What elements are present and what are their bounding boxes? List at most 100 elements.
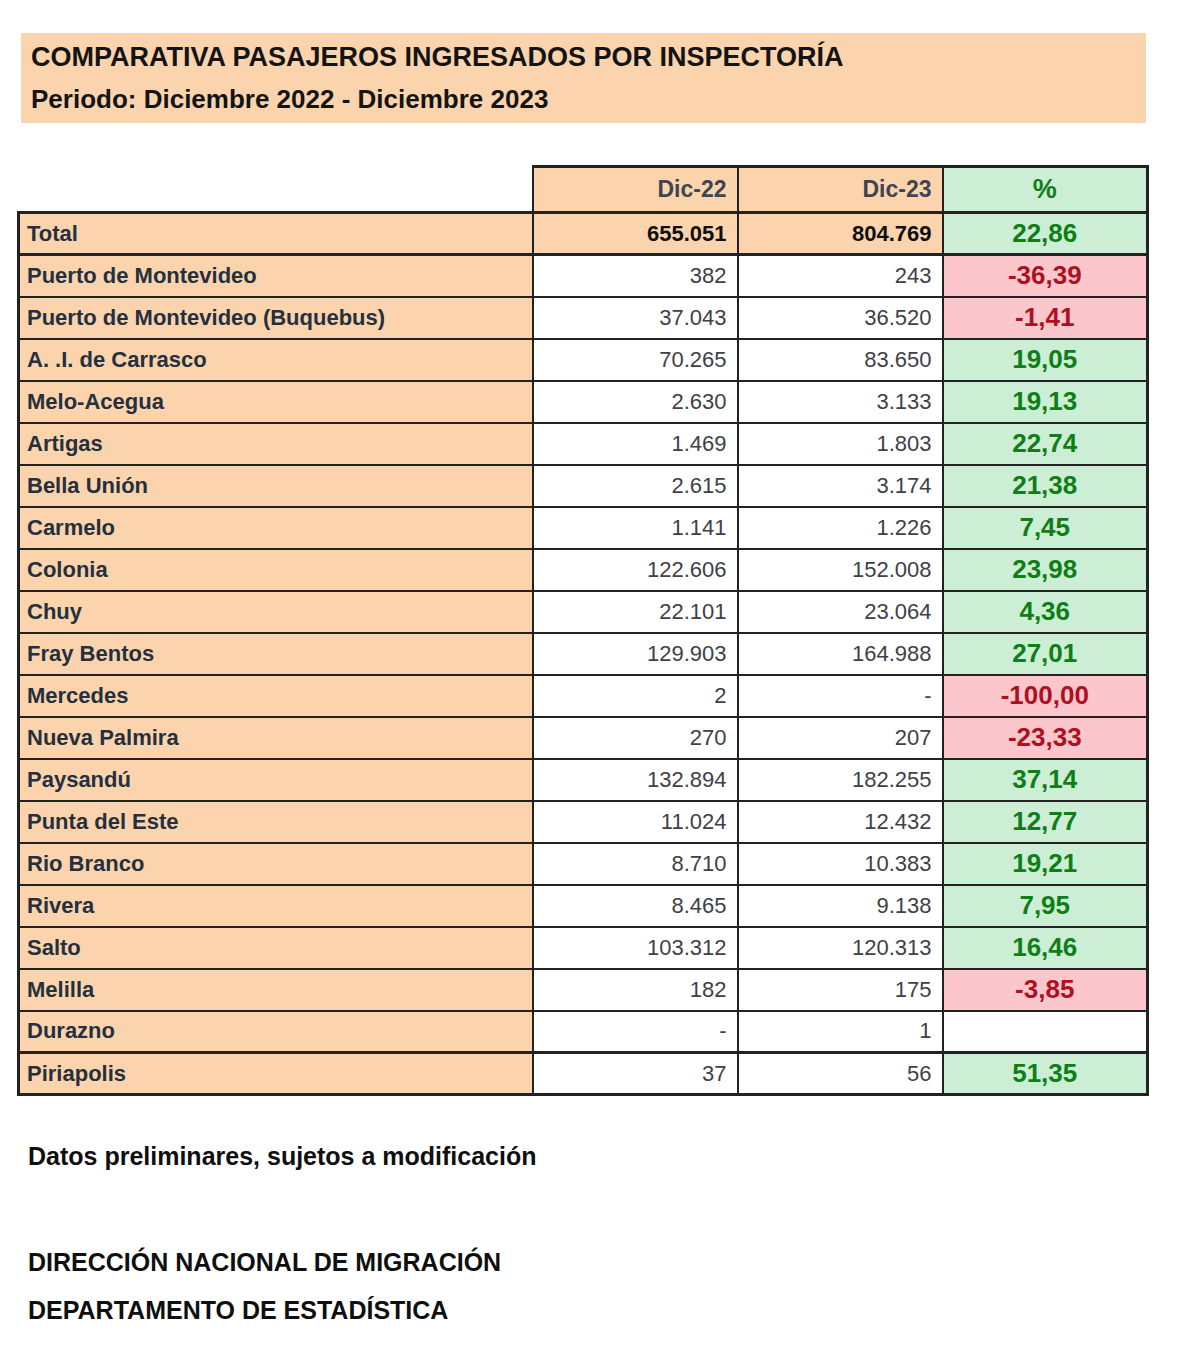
- value-dic23: 175: [738, 969, 943, 1011]
- organization-block: DIRECCIÓN NACIONAL DE MIGRACIÓN DEPARTAM…: [28, 1238, 501, 1334]
- value-dic22: 8.710: [533, 843, 738, 885]
- inspection-point-label: Piriapolis: [19, 1053, 533, 1095]
- value-dic22: 70.265: [533, 339, 738, 381]
- value-percent: -3,85: [943, 969, 1148, 1011]
- value-dic22: 129.903: [533, 633, 738, 675]
- table-row: Colonia122.606152.00823,98: [19, 549, 1148, 591]
- table-row: Melilla182175-3,85: [19, 969, 1148, 1011]
- value-percent: -100,00: [943, 675, 1148, 717]
- value-dic23: 83.650: [738, 339, 943, 381]
- inspection-point-label: Rio Branco: [19, 843, 533, 885]
- value-dic23: 3.133: [738, 381, 943, 423]
- value-dic22: 37.043: [533, 297, 738, 339]
- column-header-dic22: Dic-22: [533, 167, 738, 213]
- value-dic23: 164.988: [738, 633, 943, 675]
- inspection-point-label: Total: [19, 213, 533, 255]
- value-percent: 12,77: [943, 801, 1148, 843]
- value-dic23: 1: [738, 1011, 943, 1053]
- value-dic22: 22.101: [533, 591, 738, 633]
- table-row: Mercedes2--100,00: [19, 675, 1148, 717]
- value-percent: [943, 1011, 1148, 1053]
- value-dic23: 9.138: [738, 885, 943, 927]
- value-dic22: 11.024: [533, 801, 738, 843]
- value-dic23: 120.313: [738, 927, 943, 969]
- value-dic23: 36.520: [738, 297, 943, 339]
- organization-name: DIRECCIÓN NACIONAL DE MIGRACIÓN: [28, 1238, 501, 1286]
- inspection-point-label: Carmelo: [19, 507, 533, 549]
- column-header-percent: %: [943, 167, 1148, 213]
- table-body: Total655.051804.76922,86Puerto de Montev…: [19, 213, 1148, 1095]
- table-row: Rio Branco8.71010.38319,21: [19, 843, 1148, 885]
- value-percent: 23,98: [943, 549, 1148, 591]
- value-dic22: 1.141: [533, 507, 738, 549]
- value-percent: -36,39: [943, 255, 1148, 297]
- value-percent: 51,35: [943, 1053, 1148, 1095]
- inspection-point-label: Punta del Este: [19, 801, 533, 843]
- value-dic22: 8.465: [533, 885, 738, 927]
- table-header-row: Dic-22 Dic-23 %: [19, 167, 1148, 213]
- table-row: Nueva Palmira270207-23,33: [19, 717, 1148, 759]
- value-percent: 19,05: [943, 339, 1148, 381]
- value-dic22: 655.051: [533, 213, 738, 255]
- value-dic23: 56: [738, 1053, 943, 1095]
- value-percent: 22,86: [943, 213, 1148, 255]
- value-dic23: 804.769: [738, 213, 943, 255]
- value-dic23: -: [738, 675, 943, 717]
- table-row: Melo-Acegua2.6303.13319,13: [19, 381, 1148, 423]
- value-dic23: 1.226: [738, 507, 943, 549]
- value-dic23: 12.432: [738, 801, 943, 843]
- table-row: Puerto de Montevideo382243-36,39: [19, 255, 1148, 297]
- department-name: DEPARTAMENTO DE ESTADÍSTICA: [28, 1286, 501, 1334]
- table-row: Total655.051804.76922,86: [19, 213, 1148, 255]
- value-percent: 21,38: [943, 465, 1148, 507]
- value-dic23: 1.803: [738, 423, 943, 465]
- value-dic23: 3.174: [738, 465, 943, 507]
- preliminary-data-note: Datos preliminares, sujetos a modificaci…: [28, 1142, 536, 1171]
- report-period: Periodo: Diciembre 2022 - Diciembre 2023: [31, 78, 1146, 120]
- table-row: Fray Bentos129.903164.98827,01: [19, 633, 1148, 675]
- inspection-point-label: Nueva Palmira: [19, 717, 533, 759]
- value-percent: 4,36: [943, 591, 1148, 633]
- value-percent: 22,74: [943, 423, 1148, 465]
- value-dic22: 103.312: [533, 927, 738, 969]
- inspection-point-label: Artigas: [19, 423, 533, 465]
- value-dic22: 382: [533, 255, 738, 297]
- value-percent: 16,46: [943, 927, 1148, 969]
- value-percent: 37,14: [943, 759, 1148, 801]
- inspection-point-label: Mercedes: [19, 675, 533, 717]
- value-dic22: 2.630: [533, 381, 738, 423]
- value-dic23: 243: [738, 255, 943, 297]
- table-row: Paysandú132.894182.25537,14: [19, 759, 1148, 801]
- inspection-point-label: A. .I. de Carrasco: [19, 339, 533, 381]
- column-header-dic23: Dic-23: [738, 167, 943, 213]
- value-dic22: -: [533, 1011, 738, 1053]
- table-row: Puerto de Montevideo (Buquebus)37.04336.…: [19, 297, 1148, 339]
- inspection-point-label: Puerto de Montevideo (Buquebus): [19, 297, 533, 339]
- value-dic22: 1.469: [533, 423, 738, 465]
- value-percent: -1,41: [943, 297, 1148, 339]
- table-row: Carmelo1.1411.2267,45: [19, 507, 1148, 549]
- value-percent: 7,45: [943, 507, 1148, 549]
- value-dic22: 122.606: [533, 549, 738, 591]
- report-title: COMPARATIVA PASAJEROS INGRESADOS POR INS…: [31, 36, 1146, 78]
- inspection-point-label: Bella Unión: [19, 465, 533, 507]
- table-row: Chuy22.10123.0644,36: [19, 591, 1148, 633]
- value-percent: 7,95: [943, 885, 1148, 927]
- value-percent: 19,13: [943, 381, 1148, 423]
- value-dic22: 37: [533, 1053, 738, 1095]
- inspection-point-label: Chuy: [19, 591, 533, 633]
- table-row: A. .I. de Carrasco70.26583.65019,05: [19, 339, 1148, 381]
- inspection-point-label: Paysandú: [19, 759, 533, 801]
- inspection-point-label: Fray Bentos: [19, 633, 533, 675]
- value-dic23: 23.064: [738, 591, 943, 633]
- value-dic22: 182: [533, 969, 738, 1011]
- value-dic23: 182.255: [738, 759, 943, 801]
- value-percent: 19,21: [943, 843, 1148, 885]
- value-percent: 27,01: [943, 633, 1148, 675]
- inspection-point-label: Colonia: [19, 549, 533, 591]
- value-percent: -23,33: [943, 717, 1148, 759]
- value-dic22: 270: [533, 717, 738, 759]
- inspection-point-label: Salto: [19, 927, 533, 969]
- report-page: COMPARATIVA PASAJEROS INGRESADOS POR INS…: [0, 0, 1200, 1364]
- report-title-block: COMPARATIVA PASAJEROS INGRESADOS POR INS…: [21, 33, 1146, 123]
